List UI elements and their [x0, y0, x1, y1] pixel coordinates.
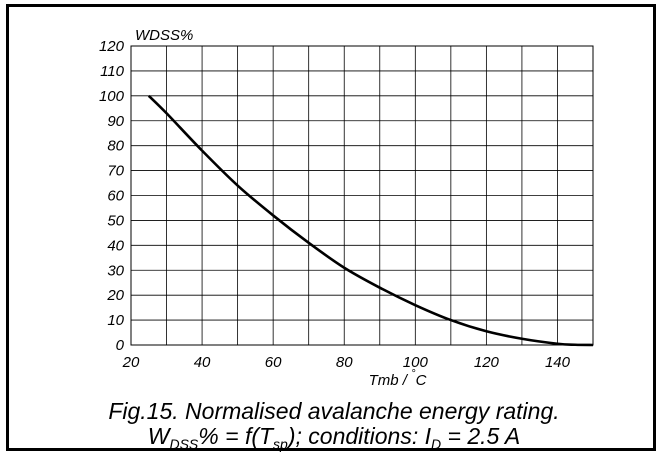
energy-curve — [147, 94, 594, 347]
figure-caption: Fig.15. Normalised avalanche energy rati… — [9, 398, 659, 452]
y-tick-label: 120 — [99, 38, 125, 55]
caption-conditions: ); conditions: I — [287, 423, 432, 449]
y-tick-label: 80 — [107, 138, 124, 155]
y-tick-label: 70 — [107, 163, 124, 180]
chart-plot: 0 10 20 30 40 50 60 70 80 90 100 110 120 20 40 60 80 100… — [99, 27, 594, 389]
caption-w: W — [147, 423, 170, 449]
y-tick-label: 40 — [107, 237, 124, 254]
caption-i-sub: D — [431, 436, 442, 452]
x-tick-label: 100 — [403, 354, 429, 371]
y-tick-labels: 0 10 20 30 40 50 60 70 80 90 100 110 120 — [99, 38, 125, 354]
y-axis-label: WDSS% — [135, 27, 193, 44]
caption-w-sub: DSS — [169, 436, 199, 452]
caption-line-2: WDSS% = f(Tsp); conditions: ID = 2.5 A — [9, 423, 659, 452]
x-axis-label-degree: ° — [411, 368, 416, 380]
caption-mid: % = f(T — [198, 423, 274, 449]
x-tick-label: 40 — [194, 354, 211, 371]
x-tick-label: 60 — [265, 354, 282, 371]
caption-t-sub: sp — [273, 436, 288, 452]
x-axis-label-unit: C — [416, 372, 427, 389]
y-tick-label: 10 — [107, 312, 124, 329]
x-tick-labels: 20 40 60 80 100 120 140 — [122, 354, 571, 371]
y-tick-label: 30 — [107, 262, 124, 279]
x-tick-label: 140 — [545, 354, 571, 371]
x-tick-label: 80 — [336, 354, 353, 371]
x-tick-label: 120 — [474, 354, 500, 371]
caption-end: = 2.5 A — [441, 423, 521, 449]
caption-line-1: Fig.15. Normalised avalanche energy rati… — [108, 398, 560, 424]
figure-frame: 0 10 20 30 40 50 60 70 80 90 100 110 120 20 40 60 80 100… — [6, 4, 656, 451]
y-tick-label: 60 — [107, 188, 124, 205]
plot-border — [130, 45, 594, 346]
y-tick-label: 90 — [107, 113, 124, 130]
x-tick-label: 20 — [122, 354, 140, 371]
grid-lines — [130, 45, 594, 346]
y-tick-label: 110 — [100, 63, 125, 80]
x-axis-label: Tmb / °C — [369, 368, 427, 389]
y-tick-label: 50 — [107, 212, 124, 229]
y-tick-label: 100 — [99, 88, 125, 105]
y-tick-label: 20 — [106, 287, 124, 304]
y-tick-label: 0 — [116, 337, 125, 354]
x-axis-label-main: Tmb / — [369, 372, 412, 389]
